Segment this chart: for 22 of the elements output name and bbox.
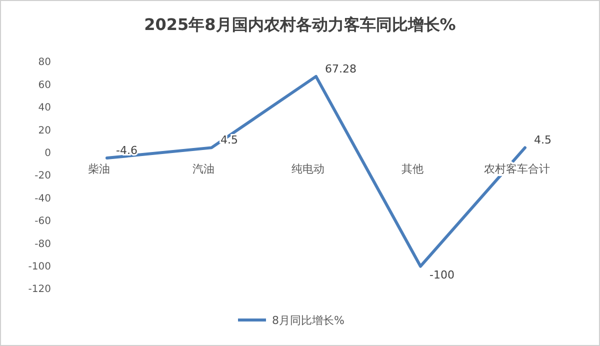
y-tick-label: 80 — [38, 57, 51, 68]
chart-title: 2025年8月国内农村各动力客车同比增长% — [144, 15, 456, 34]
x-tick-label: 柴油 — [88, 162, 110, 176]
y-tick-label: 60 — [38, 80, 51, 91]
y-tick-label: -100 — [28, 262, 51, 272]
x-tick-label: 农村客车合计 — [484, 162, 550, 176]
y-tick-label: -60 — [34, 216, 51, 228]
x-tick-label: 汽油 — [192, 162, 214, 176]
y-tick-label: -20 — [34, 170, 51, 182]
data-label: -4.6 — [116, 144, 138, 158]
y-tick-label: -80 — [34, 238, 51, 250]
y-tick-label: 40 — [38, 102, 51, 114]
data-label: 4.5 — [534, 134, 552, 147]
x-tick-label: 其他 — [402, 162, 424, 176]
legend-label: 8月同比增长% — [272, 314, 344, 327]
y-tick-label: 20 — [38, 125, 51, 136]
y-tick-label: 0 — [44, 148, 51, 159]
x-tick-label: 纯电动 — [292, 162, 324, 176]
y-tick-label: -120 — [28, 284, 51, 296]
y-tick-label: -40 — [34, 193, 51, 204]
data-label: -100 — [430, 268, 454, 282]
data-label: 67.28 — [325, 62, 356, 76]
